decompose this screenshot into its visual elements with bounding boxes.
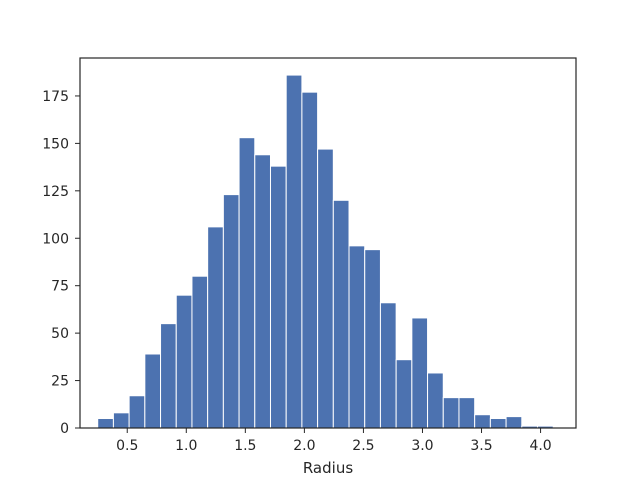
x-tick-label: 1.0 bbox=[175, 438, 197, 454]
histogram-bar bbox=[364, 249, 381, 429]
histogram-bar bbox=[348, 245, 366, 429]
x-tick-label: 3.5 bbox=[470, 438, 492, 454]
histogram-bar bbox=[112, 412, 130, 429]
histogram-bar bbox=[458, 397, 476, 429]
histogram-bar bbox=[207, 226, 224, 429]
y-tick-label: 100 bbox=[42, 231, 69, 247]
histogram-bar bbox=[395, 359, 413, 429]
y-tick-label: 0 bbox=[60, 421, 69, 437]
histogram-bar bbox=[254, 154, 271, 429]
x-axis-label: Radius bbox=[303, 459, 353, 477]
x-tick-label: 3.0 bbox=[411, 438, 433, 454]
x-tick-label: 2.0 bbox=[293, 438, 315, 454]
histogram-bar bbox=[191, 275, 209, 429]
histogram-bar bbox=[269, 165, 287, 429]
histogram-bar bbox=[379, 302, 397, 429]
histogram-bar bbox=[301, 91, 319, 429]
histogram-bar bbox=[442, 397, 460, 429]
x-axis-ticks: 0.5 1.0 1.5 2.0 2.5 3.0 3.5 4.0 bbox=[116, 428, 552, 454]
histogram-bar bbox=[97, 418, 114, 429]
y-axis-ticks: 0 25 50 75 100 125 150 175 bbox=[42, 89, 80, 437]
histogram-bar bbox=[160, 323, 177, 429]
histogram-bar bbox=[317, 148, 334, 429]
histogram-bar bbox=[505, 416, 523, 429]
y-tick-label: 150 bbox=[42, 136, 69, 152]
histogram-bar bbox=[238, 137, 256, 429]
y-tick-label: 125 bbox=[42, 184, 69, 200]
y-tick-label: 75 bbox=[51, 279, 69, 295]
y-tick-label: 25 bbox=[51, 374, 69, 390]
x-tick-label: 1.5 bbox=[234, 438, 256, 454]
histogram-bar bbox=[285, 74, 303, 429]
x-tick-label: 2.5 bbox=[352, 438, 374, 454]
histogram-bar bbox=[411, 317, 429, 429]
histogram-bar bbox=[175, 294, 193, 429]
histogram-bar bbox=[128, 395, 146, 429]
histogram-bar bbox=[489, 418, 507, 429]
histogram-bar bbox=[332, 199, 350, 429]
histogram-bar bbox=[427, 372, 444, 429]
x-tick-label: 4.0 bbox=[529, 438, 551, 454]
plot-frame bbox=[79, 57, 577, 429]
y-tick-label: 50 bbox=[51, 326, 69, 342]
y-tick-label: 175 bbox=[42, 89, 69, 105]
histogram-bar bbox=[144, 353, 162, 429]
histogram-bar bbox=[222, 194, 240, 429]
x-tick-label: 0.5 bbox=[116, 438, 138, 454]
bars-group bbox=[97, 74, 554, 429]
histogram-bar bbox=[474, 414, 491, 429]
